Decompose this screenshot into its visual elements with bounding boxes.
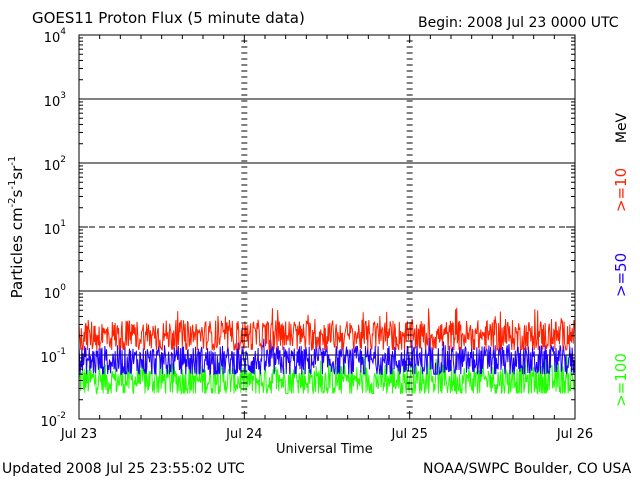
legend-label: >=50 bbox=[612, 253, 630, 297]
x-tick-label: Jul 25 bbox=[390, 427, 427, 442]
legend-unit: MeV bbox=[614, 112, 630, 143]
x-tick-label: Jul 24 bbox=[225, 427, 262, 442]
y-tick-label: 103 bbox=[44, 91, 66, 110]
chart-title: GOES11 Proton Flux (5 minute data) bbox=[32, 9, 305, 27]
updated-timestamp: Updated 2008 Jul 25 23:55:02 UTC bbox=[2, 461, 245, 477]
y-tick-label: 102 bbox=[44, 155, 66, 174]
begin-time: Begin: 2008 Jul 23 0000 UTC bbox=[418, 15, 619, 31]
series-line bbox=[78, 307, 576, 352]
y-tick-label: 10-2 bbox=[40, 411, 66, 430]
y-tick-label: 101 bbox=[44, 219, 66, 238]
y-tick-label: 10-1 bbox=[40, 347, 66, 366]
legend-label: >=10 bbox=[612, 168, 630, 212]
y-tick-label: 100 bbox=[44, 283, 67, 302]
x-tick-label: Jul 26 bbox=[556, 427, 593, 442]
x-tick-label: Jul 23 bbox=[60, 427, 97, 442]
reference-lines bbox=[79, 98, 575, 356]
tick-layer bbox=[78, 34, 576, 420]
tick-label-layer: Jul 23 Jul 24 Jul 25 Jul 26 10-2 10-1 100 10… bbox=[7, 27, 630, 442]
y-tick-label: 104 bbox=[44, 27, 67, 46]
y-axis-label: Particles cm-2s-1sr-1 bbox=[7, 156, 26, 299]
series-layer bbox=[78, 307, 576, 396]
plot-frame bbox=[78, 34, 576, 420]
x-axis-label: Universal Time bbox=[276, 442, 373, 457]
legend-label: >=100 bbox=[612, 353, 630, 407]
credit-text: NOAA/SWPC Boulder, CO USA bbox=[423, 461, 632, 477]
series-line bbox=[78, 355, 576, 396]
